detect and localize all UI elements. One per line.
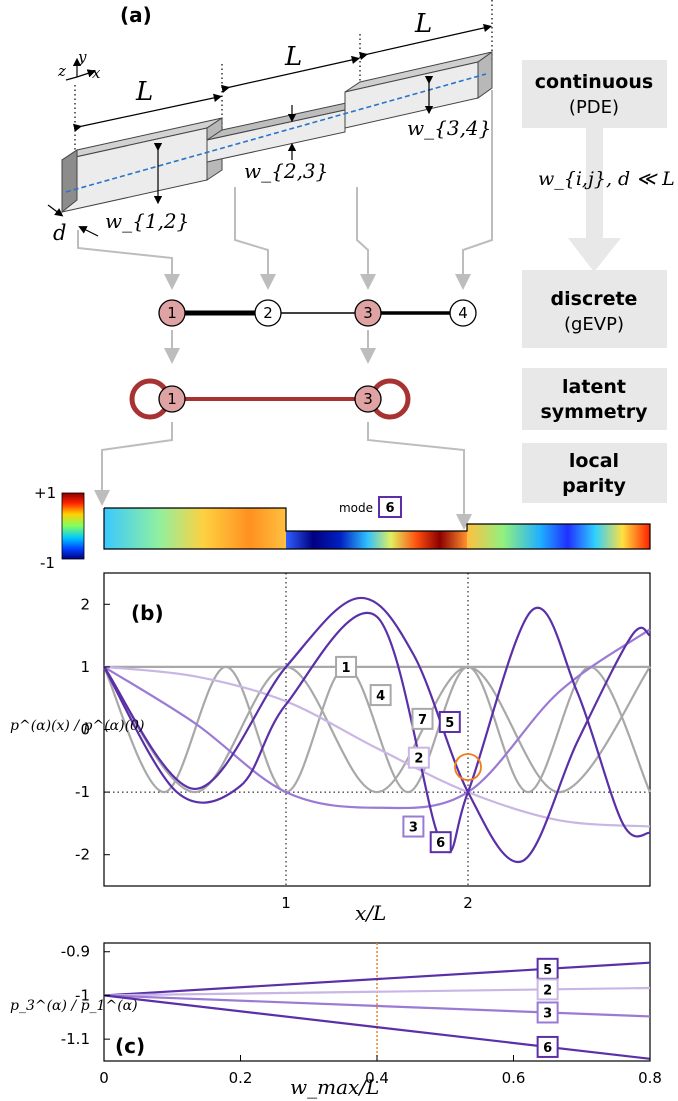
plot-c-tag-box-3: [536, 1001, 559, 1024]
plot-c-tag-box-6: [536, 1035, 559, 1058]
plot-b-ytick: 0: [80, 721, 90, 739]
plot-b-tag-4: 4: [376, 689, 385, 704]
length-label-2: L: [284, 42, 302, 72]
reduced-node-1-label: 1: [167, 390, 177, 408]
depth-label: d: [53, 221, 66, 245]
plot-c-tag-6: 6: [543, 1041, 552, 1056]
plot-b-ylabel: p^(α)(x) / p^(α)(0): [10, 718, 144, 734]
down-arrow: [568, 238, 621, 272]
plot-c-tag-box-2: [536, 978, 559, 1001]
plot-c-xtick: 0: [99, 1069, 109, 1087]
reduced-node-3-label: 3: [363, 390, 373, 408]
plot-b-tag-1: 1: [342, 661, 351, 676]
plot-b-tag-box-4: [369, 684, 392, 707]
box-latent-title: latent: [562, 376, 626, 398]
plot-b-series-7: [103, 665, 651, 794]
mode-strip: mode 6: [103, 496, 651, 550]
plot-c-xtick: 0.4: [365, 1069, 389, 1087]
axes-glyph: z y x: [57, 48, 101, 82]
crossing-marker: [454, 753, 482, 781]
width-label-34: w_{3,4}: [407, 116, 491, 140]
plot-b-xtick: 2: [463, 894, 473, 912]
graph-node-1-label: 1: [167, 304, 177, 322]
box-continuous-title: continuous: [535, 71, 653, 93]
length-label-1: L: [135, 77, 153, 107]
width-dimensions: w_{1,2} w_{2,3} w_{3,4} d: [47, 75, 491, 245]
plot-b: (b) 2 1 0 -1 -2 1 2 1 4 7 2 3 5 6 x/L p^(α)(x) / p^(…: [10, 572, 651, 925]
plot-b-tag-box-6: [429, 831, 452, 854]
panel-label-b: (b): [131, 601, 164, 625]
plot-c-tag-3: 3: [543, 1006, 552, 1021]
axis-z-label: z: [57, 62, 66, 80]
plot-b-series-4: [103, 665, 651, 794]
mode-number: 6: [385, 501, 394, 516]
box-local-title: local: [569, 450, 619, 472]
plot-c-xtick: 0.6: [502, 1069, 526, 1087]
condition-text: w_{i,j}, d ≪ L: [538, 168, 675, 190]
axis-y-label: y: [77, 48, 87, 66]
plot-c-series-6: [103, 994, 651, 1060]
plot-c-series-5: [103, 961, 651, 997]
waveguide-3d: [61, 51, 493, 214]
colorbar-min: -1: [40, 554, 55, 572]
box-local-sub: parity: [562, 475, 626, 497]
plot-c-ylabel: p_3^(α) / p_1^(α): [10, 998, 138, 1014]
length-label-3: L: [414, 9, 432, 39]
colorbar: +1 -1: [34, 484, 85, 572]
plot-b-tag-box-7: [411, 707, 434, 730]
plot-c-xtick: 0.8: [638, 1069, 662, 1087]
plot-b-tag-2: 2: [414, 752, 423, 767]
graph-node-4: 4: [449, 299, 477, 327]
plot-c-tag-2: 2: [543, 983, 552, 998]
graph-node-3: 3: [354, 299, 382, 327]
plot-c: (c) -0.9 -1 -1.1 0 0.2 0.4 0.6 0.8 5 2 3 6 w_max/L…: [10, 942, 662, 1099]
plot-b-tag-6: 6: [436, 836, 445, 851]
plot-b-ytick: 1: [80, 658, 90, 676]
plot-b-xtick: 1: [281, 894, 291, 912]
plot-c-xlabel: w_max/L: [290, 1075, 379, 1099]
plot-b-series-2: [103, 665, 651, 828]
reduced-node-3: 3: [354, 385, 382, 413]
plot-c-tag-5: 5: [543, 963, 552, 978]
panel-label-c: (c): [115, 1034, 145, 1058]
plot-b-tag-3: 3: [409, 821, 418, 836]
plot-b-tag-box-1: [335, 655, 358, 678]
plot-b-tag-box-3: [402, 815, 425, 838]
plot-b-series-3: [103, 628, 651, 810]
panel-label-a: (a): [120, 3, 152, 27]
graph-node-2-label: 2: [263, 304, 273, 322]
colorbar-max: +1: [34, 484, 56, 502]
plot-c-ytick: -1: [75, 986, 90, 1004]
graph-node-2: 2: [254, 299, 282, 327]
reduced-node-1: 1: [158, 385, 186, 413]
box-discrete-title: discrete: [551, 288, 638, 310]
length-dimensions: L L L: [73, 9, 493, 132]
plot-b-tag-7: 7: [418, 713, 427, 728]
plot-b-ytick: 2: [80, 595, 90, 613]
box-latent-sub: symmetry: [540, 401, 648, 423]
width-label-12: w_{1,2}: [105, 209, 189, 233]
box-discrete-sub: (gEVP): [564, 314, 624, 335]
plot-c-series-3: [103, 994, 651, 1018]
plot-c-xtick: 0.2: [229, 1069, 253, 1087]
width-label-23: w_{2,3}: [244, 159, 328, 183]
plot-b-xlabel: x/L: [355, 901, 386, 925]
mode-label: mode: [339, 501, 373, 515]
graph-node-1: 1: [158, 299, 186, 327]
axis-x-label: x: [92, 64, 101, 82]
plot-b-ytick: -1: [75, 783, 90, 801]
routing-arrows: [77, 90, 493, 530]
plot-c-series-2: [103, 986, 651, 997]
plot-b-tag-box-5: [438, 710, 461, 733]
side-boxes: continuous (PDE) discrete (gEVP) latent …: [522, 60, 667, 503]
plot-b-tag-box-2: [407, 746, 430, 769]
plot-c-ytick: -0.9: [61, 943, 90, 961]
plot-c-ytick: -1.1: [61, 1030, 90, 1048]
plot-b-tag-5: 5: [445, 716, 454, 731]
graph-node-3-label: 3: [363, 304, 373, 322]
box-continuous-sub: (PDE): [569, 97, 619, 118]
plot-b-ytick: -2: [75, 846, 90, 864]
graph-node-4-label: 4: [458, 304, 468, 322]
